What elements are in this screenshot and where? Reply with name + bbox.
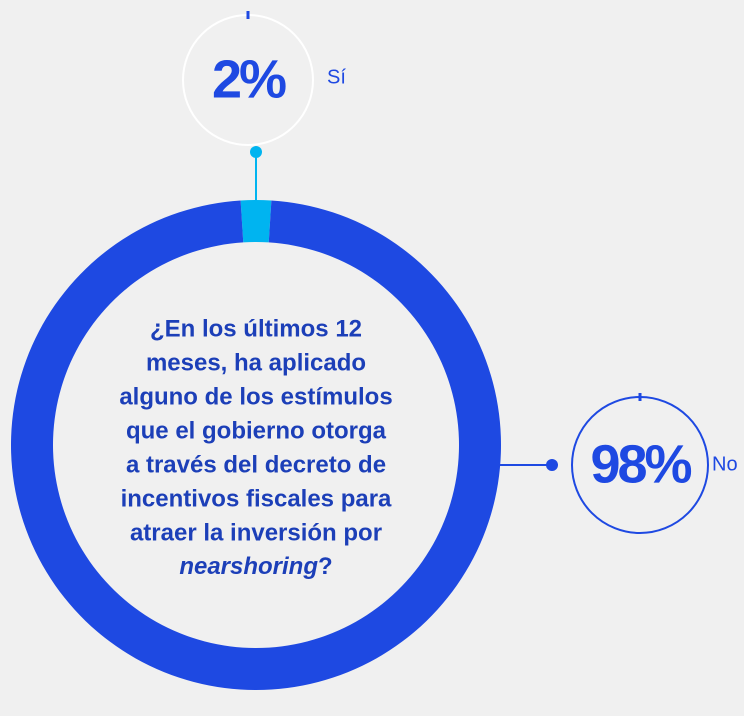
category-label: No xyxy=(712,453,738,475)
value-label: 98% xyxy=(590,434,691,494)
leader-dot xyxy=(250,146,262,158)
center-text: nearshoring? xyxy=(179,553,332,580)
center-text: ¿En los últimos 12 xyxy=(150,315,362,342)
center-text: alguno de los estímulos xyxy=(119,383,392,410)
value-label: 2% xyxy=(212,49,286,109)
center-text: meses, ha aplicado xyxy=(146,349,366,376)
donut-segment xyxy=(240,199,272,243)
center-emphasis: nearshoring xyxy=(179,553,318,580)
center-text: incentivos fiscales para xyxy=(121,485,392,512)
center-text: que el gobierno otorga xyxy=(126,417,387,444)
category-label: Sí xyxy=(327,66,346,88)
center-text: atraer la inversión por xyxy=(130,519,382,546)
leader-dot xyxy=(546,459,558,471)
center-end: ? xyxy=(318,553,333,580)
center-text: a través del decreto de xyxy=(126,451,386,478)
